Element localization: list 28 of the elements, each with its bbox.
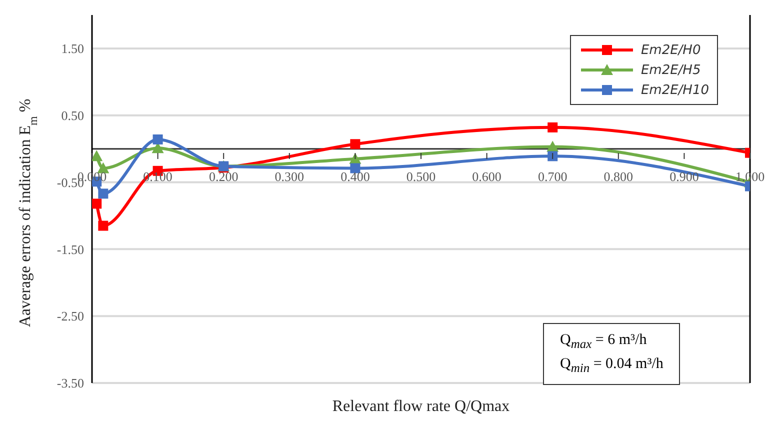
point	[548, 122, 558, 132]
y-tick-label: -1.50	[56, 242, 84, 257]
y-tick-label: 1.50	[61, 41, 84, 56]
x-tick-label: 0.700	[538, 169, 568, 184]
y-tick-label: -2.50	[56, 308, 84, 324]
point	[152, 134, 163, 144]
x-tick-label: 0.600	[472, 169, 502, 184]
point	[350, 139, 360, 150]
x-tick-label: 0.200	[208, 169, 238, 184]
x-tick-label: 0.800	[604, 169, 634, 184]
point	[548, 151, 558, 162]
point	[98, 220, 108, 231]
legend-label: Em2E/H0	[640, 42, 702, 60]
point	[98, 188, 108, 199]
x-tick-label: 0.300	[274, 169, 304, 184]
x-axis-title: Relevant flow rate Q/Qmax	[332, 398, 510, 415]
y-tick-label: 0.50	[61, 108, 84, 123]
point	[92, 150, 103, 162]
x-tick-label: 0.400	[340, 169, 370, 184]
annotation: Q$_{max}$ = 6 m³/h	[560, 331, 648, 353]
y-tick-label: -3.50	[56, 376, 84, 391]
legend-label: Em2E/H10	[640, 82, 709, 100]
legend-label: Em2E/H5	[640, 62, 702, 80]
point	[92, 198, 102, 209]
point	[97, 162, 110, 174]
x-tick-label: 0.900	[670, 169, 699, 184]
x-tick-label: 0.500	[406, 169, 436, 184]
annotation: Q$_{min}$ = 0.04 m³/h	[560, 355, 664, 377]
